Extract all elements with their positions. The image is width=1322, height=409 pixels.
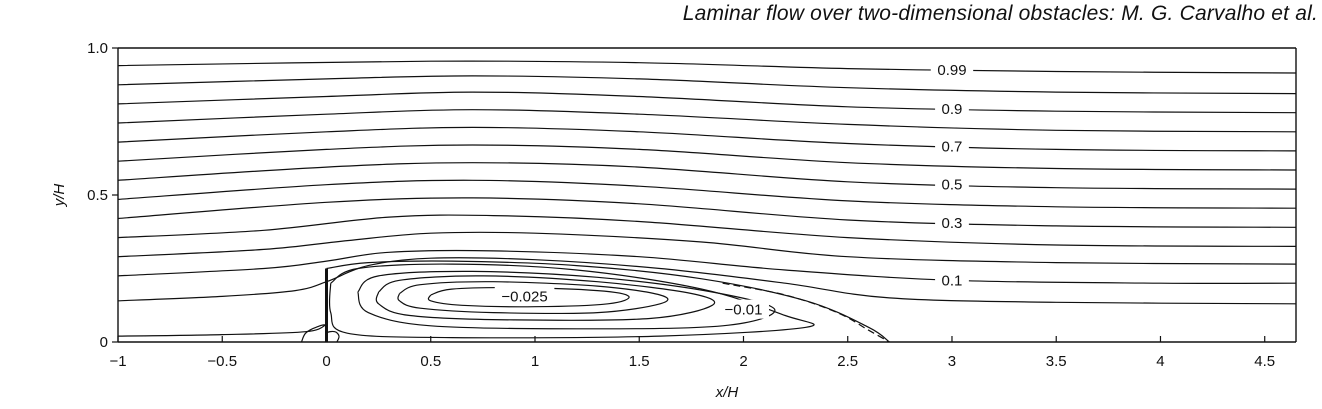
- streamline: [326, 260, 890, 343]
- streamline: [117, 214, 1297, 247]
- streamline-label: 0.7: [942, 138, 963, 155]
- x-tick-label: −0.5: [207, 353, 237, 370]
- x-tick-label: 3.5: [1046, 353, 1067, 370]
- recirculation-contour: [397, 281, 669, 315]
- obstacle-plate: [324, 268, 328, 342]
- y-axis-title: y/H: [51, 184, 68, 208]
- page-header: Laminar flow over two-dimensional obstac…: [682, 2, 1318, 25]
- streamline: [117, 162, 1297, 190]
- label-background: [935, 174, 969, 194]
- streamline: [117, 323, 327, 337]
- streamline: [117, 197, 1297, 228]
- recirculation-contour: [328, 263, 815, 339]
- streamline: [117, 249, 1297, 285]
- x-tick-label: 1.5: [629, 353, 650, 370]
- streamline: [117, 144, 1297, 171]
- streamline: [117, 257, 1297, 305]
- recirculation-contour: [375, 275, 716, 321]
- x-tick-label: 0.5: [420, 353, 441, 370]
- recirculation-contour: [427, 286, 630, 308]
- ticks: −1 −0.5 0 0.5 1 1.5 2 2.5 3 3.5 4 4.5 0 0.5 1.0: [87, 40, 1275, 370]
- streamline: [117, 75, 1297, 95]
- streamline-label: 0.1: [942, 272, 963, 289]
- streamlines: [117, 60, 1297, 343]
- streamline-label: 0.5: [942, 177, 963, 194]
- streamline-labels: 0.99 0.9 0.7 0.5 0.3 0.1 −0.01 −0.025: [494, 60, 974, 319]
- x-tick-label: 4: [1156, 353, 1164, 370]
- label-background: [930, 60, 974, 80]
- x-tick-label: 0: [322, 353, 330, 370]
- streamline: [117, 60, 1297, 74]
- corner-eddy: [300, 324, 328, 343]
- streamline-label: 0.3: [942, 215, 963, 232]
- recirculation-label: −0.025: [501, 288, 547, 305]
- label-background: [935, 270, 969, 290]
- streamline-label: 0.99: [937, 62, 966, 79]
- label-background: [935, 136, 969, 156]
- y-tick-label: 0: [100, 334, 108, 351]
- streamline: [117, 179, 1297, 209]
- x-tick-label: −1: [109, 353, 126, 370]
- x-tick-label: 2: [739, 353, 747, 370]
- label-background: [494, 286, 555, 306]
- streamline: [117, 91, 1297, 114]
- label-background: [717, 299, 769, 319]
- label-background: [935, 212, 969, 232]
- x-tick-label: 2.5: [837, 353, 858, 370]
- x-tick-label: 4.5: [1254, 353, 1275, 370]
- streamline: [117, 126, 1297, 152]
- streamline-label: 0.9: [942, 101, 963, 118]
- streamline: [117, 231, 1297, 265]
- label-background: [935, 99, 969, 119]
- y-tick-label: 1.0: [87, 40, 108, 57]
- recirculation-label: −0.01: [725, 302, 763, 319]
- x-axis-title: x/H: [715, 384, 739, 401]
- recirculation-contour: [357, 270, 776, 330]
- x-tick-label: 3: [948, 353, 956, 370]
- x-tick-label: 1: [531, 353, 539, 370]
- streamline: [117, 109, 1297, 133]
- y-tick-label: 0.5: [87, 187, 108, 204]
